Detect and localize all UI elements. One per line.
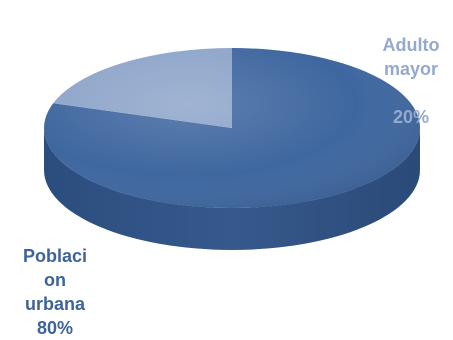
slice-label-adulto-mayor-pct: 20%: [392, 107, 430, 127]
pie-top-shading: [44, 48, 420, 208]
slice-label-poblacion-urbana-pct: 80%: [36, 318, 74, 338]
pie-side-wall: [44, 128, 420, 250]
slice-label-adulto-mayor-name: Adulto mayor: [382, 35, 440, 79]
slice-label-poblacion-urbana: Poblaci on urbana: [0, 220, 110, 340]
slice-label-adulto-mayor: Adulto mayor 20%: [366, 9, 453, 153]
slice-label-poblacion-urbana-name: Poblaci on urbana: [22, 246, 88, 314]
